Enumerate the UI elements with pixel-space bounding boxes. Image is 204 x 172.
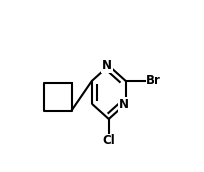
Text: N: N <box>119 98 129 111</box>
Text: N: N <box>102 59 112 72</box>
Text: Br: Br <box>146 74 161 87</box>
Text: Cl: Cl <box>102 135 115 148</box>
